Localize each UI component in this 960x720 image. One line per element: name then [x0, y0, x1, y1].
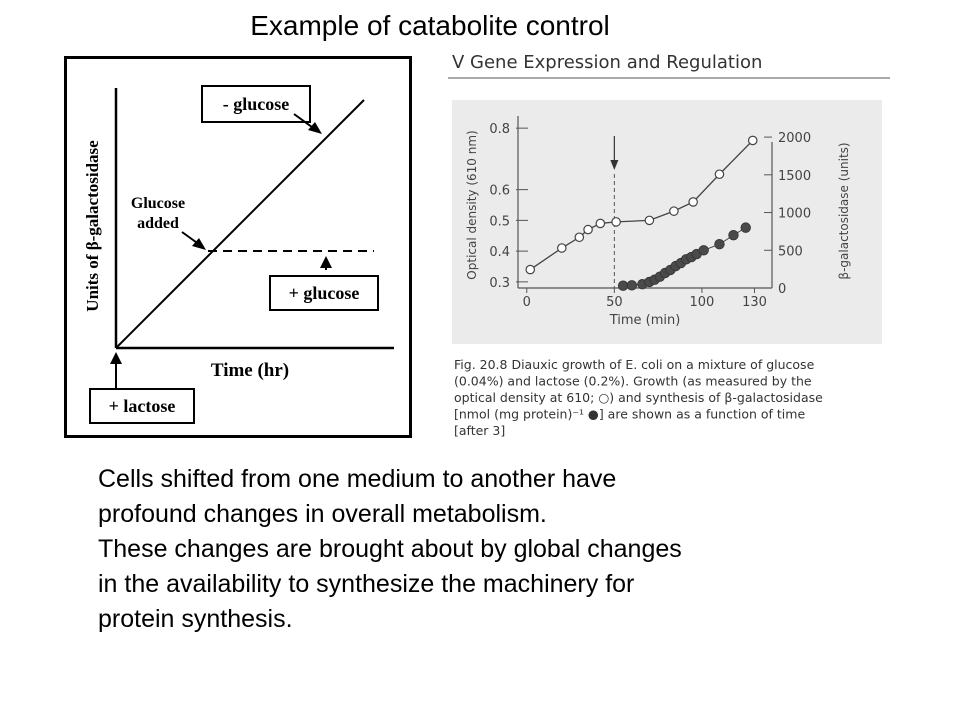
od-point [595, 218, 606, 229]
od-point [525, 264, 536, 275]
plus-glucose-box [269, 275, 379, 311]
book-header: V Gene Expression and Regulation [452, 52, 762, 73]
diauxic-chart: 0 50 100 130 0.3 0.4 0.5 0.6 0.8 0 500 1000 1500 2000… [465, 116, 851, 328]
glucose-added-label-1: Glucose [131, 195, 185, 212]
galactosidase-point [728, 229, 739, 241]
galactosidase-point [740, 222, 751, 233]
diagram-xlabel: Time (hr) [211, 360, 289, 381]
y-right-tick-label: 0 [778, 282, 786, 297]
x-tick-label: 0 [523, 295, 531, 310]
caption-line: Fig. 20.8 Diauxic growth of E. coli on a… [454, 357, 815, 372]
od-point [688, 197, 698, 207]
y-right-tick-label: 2000 [778, 131, 811, 146]
y-right-tick-label: 1500 [778, 169, 811, 184]
x-tick-label: 50 [606, 295, 623, 310]
od-point [669, 206, 679, 216]
x-tick-label: 130 [742, 295, 767, 310]
plus-lactose-arrowhead [110, 352, 122, 364]
galactosidase-point [626, 280, 638, 291]
y-right-tick-label: 1000 [778, 207, 811, 222]
shift-arrowhead [610, 160, 619, 170]
figure-caption: Fig. 20.8 Diauxic growth of E. coli on a… [454, 357, 823, 438]
body-line: Cells shifted from one medium to another… [98, 465, 617, 493]
body-text: Cells shifted from one medium to another… [98, 462, 898, 637]
plus-glucose-arrowhead [320, 256, 332, 268]
caption-line: [nmol (mg protein)⁻¹ ●] are shown as a f… [454, 407, 805, 422]
catabolite-diagram: Units of β-galactosidase Time (hr) - glu… [64, 56, 412, 438]
y-left-tick-label: 0.5 [489, 214, 510, 229]
od-point [583, 224, 593, 235]
galactosidase-point [617, 280, 629, 291]
diagram-ylabel: Units of β-galactosidase [83, 140, 102, 312]
minus-glucose-box [201, 85, 311, 123]
book-figure: V Gene Expression and Regulation 0 50 100 1… [448, 52, 890, 438]
body-line: protein synthesis. [98, 605, 293, 633]
y-left-tick-label: 0.3 [489, 276, 510, 291]
slide-title: Example of catabolite control [250, 10, 610, 41]
caption-line: optical density at 610; ○) and synthesis… [454, 390, 823, 405]
galactosidase-point [714, 239, 725, 250]
od-point [574, 232, 585, 243]
body-line: in the availability to synthesize the ma… [98, 570, 635, 598]
caption-line: [after 3] [454, 423, 505, 438]
glucose-added-arrowhead [192, 238, 206, 250]
plus-lactose-label: + lactose [109, 396, 176, 416]
x-tick-label: 100 [690, 295, 715, 310]
y-left-tick-label: 0.4 [489, 245, 510, 260]
induction-line [115, 99, 365, 349]
y-left-tick-label: 0.8 [489, 122, 510, 137]
chart-ylabel-left: Optical density (610 nm) [465, 130, 479, 279]
caption-line: (0.04%) and lactose (0.2%). Growth (as m… [454, 374, 812, 389]
od-point [644, 215, 655, 226]
diagram-frame [64, 56, 412, 438]
plus-glucose-label: + glucose [289, 283, 360, 303]
minus-glucose-label: - glucose [223, 94, 290, 114]
od-point [714, 169, 725, 180]
y-right-tick-label: 500 [778, 244, 803, 259]
chart-xlabel: Time (min) [609, 313, 681, 328]
body-line: profound changes in overall metabolism. [98, 500, 547, 528]
galactosidase-point [698, 245, 709, 256]
minus-glucose-arrowhead [308, 122, 322, 134]
figure-panel [452, 100, 882, 344]
body-line: These changes are brought about by globa… [98, 535, 682, 563]
od-point [747, 135, 758, 146]
od-point [556, 243, 567, 253]
y-left-tick-label: 0.6 [489, 184, 510, 199]
od-point [611, 217, 621, 227]
plus-lactose-box [89, 388, 195, 424]
glucose-added-label-2: added [137, 215, 179, 232]
chart-ylabel-right: β-galactosidase (units) [837, 142, 851, 279]
